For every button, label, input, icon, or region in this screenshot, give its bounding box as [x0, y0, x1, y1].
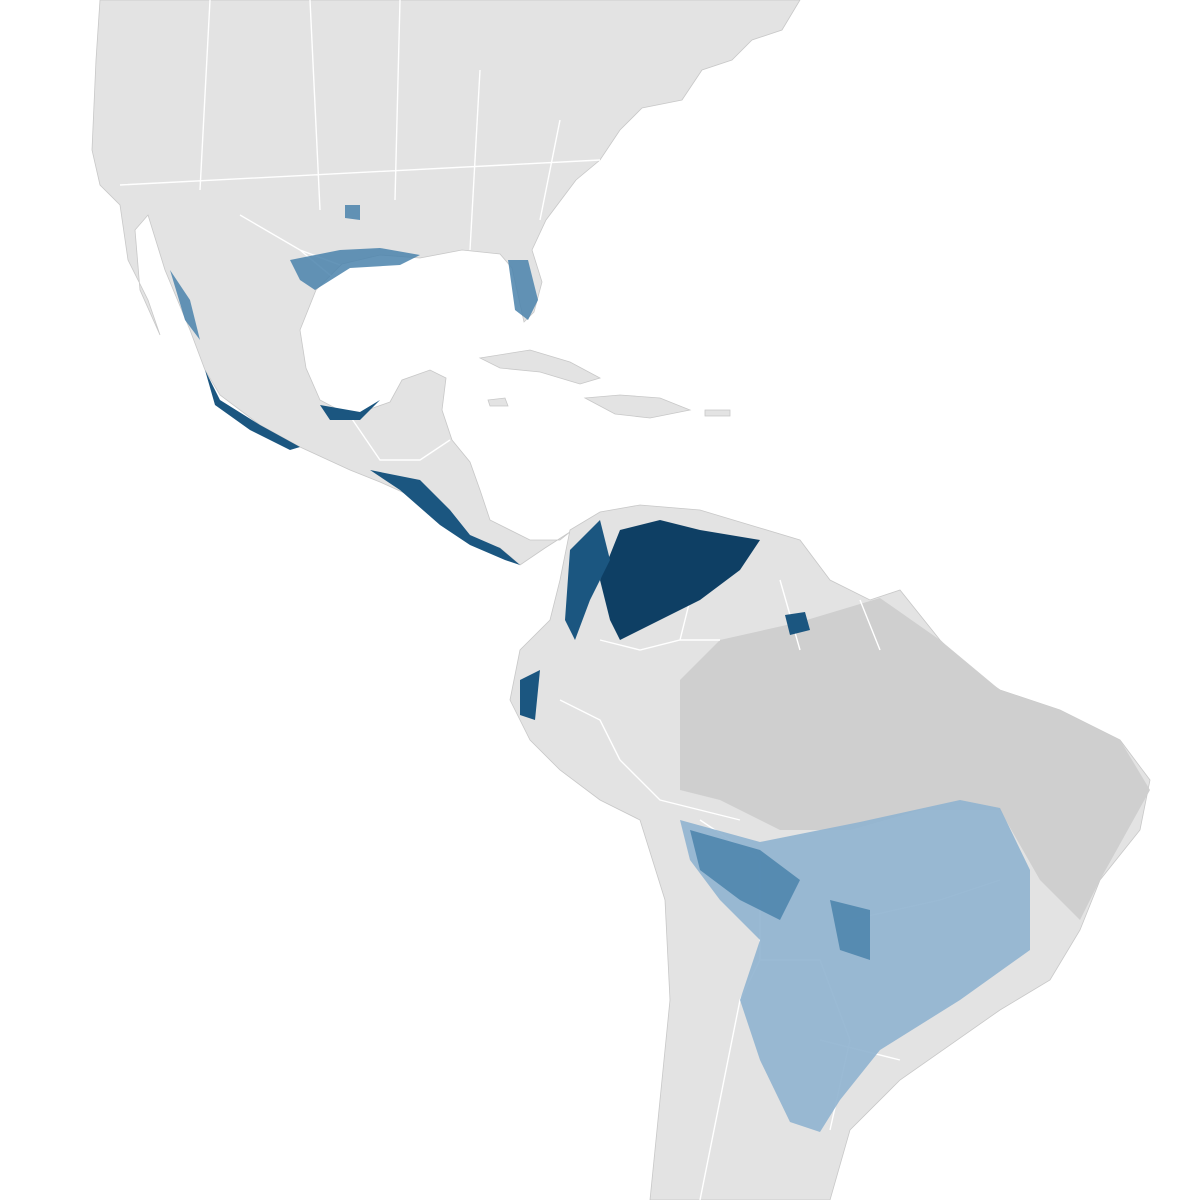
abundance-andes: [520, 520, 810, 720]
state-borders: [119, 0, 601, 461]
abundance-pantanal: [690, 830, 870, 960]
abundance-layer: [170, 205, 1030, 1132]
abundance-colombia-venezuela: [600, 520, 760, 640]
caribbean-islands: [478, 349, 731, 419]
nonbreeding-region: [680, 598, 1150, 920]
abundance-central-america: [205, 370, 520, 565]
north-america: [91, 0, 801, 566]
north-america-land: [91, 0, 801, 566]
